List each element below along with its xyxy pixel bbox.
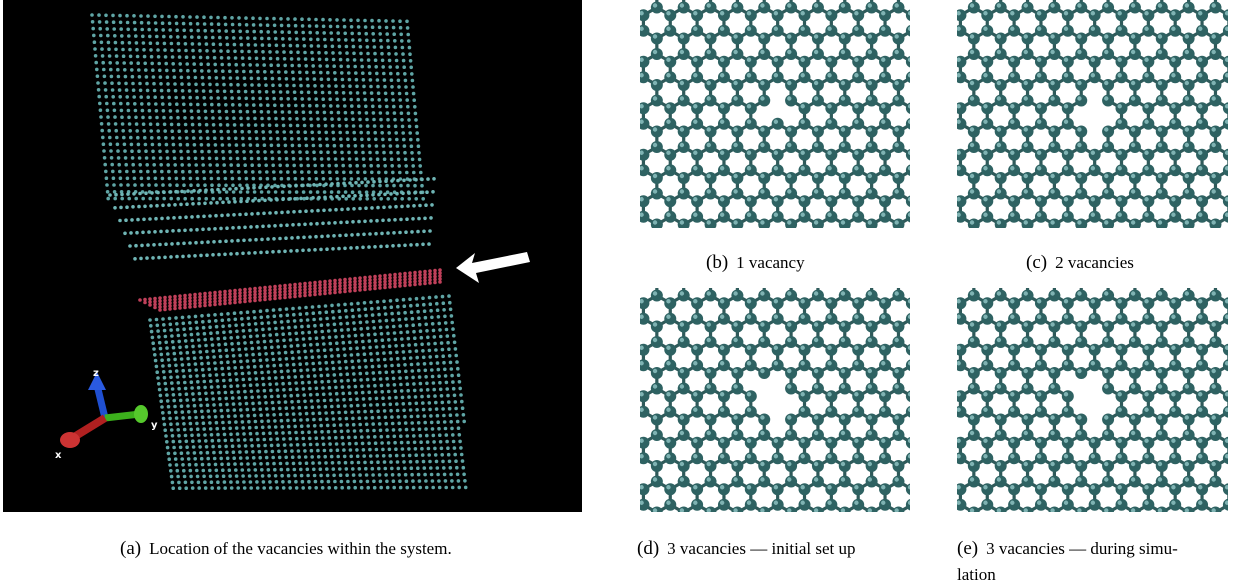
caption: (a) Location of the vacancies within the …: [120, 538, 452, 559]
caption-text: 3 vacancies — initial set up: [667, 539, 855, 558]
caption-text: lation: [957, 565, 996, 584]
lattice: [941, 266, 1244, 534]
axis-label: z: [93, 368, 99, 379]
caption-label: (a): [120, 538, 141, 559]
axis-label: y: [151, 420, 158, 431]
caption: (e) 3 vacancies — during simu- lation: [957, 538, 1178, 584]
caption: (c) 2 vacancies: [1026, 252, 1134, 273]
caption-label: (b): [706, 252, 728, 273]
lattice: [941, 0, 1244, 254]
caption-text: 1 vacancy: [736, 253, 805, 272]
caption-text: Location of the vacancies within the sys…: [149, 539, 452, 558]
caption-label: (c): [1026, 252, 1047, 273]
figure: z y x (a) Location of the vacancies withi…: [0, 0, 1244, 588]
caption-label: (d): [637, 538, 659, 559]
simulation-render: [3, 0, 582, 512]
caption-label: (e): [957, 538, 978, 559]
lattice: [624, 0, 931, 254]
caption: (d) 3 vacancies — initial set up: [637, 538, 856, 559]
caption-text: 3 vacancies — during simu-: [986, 539, 1178, 558]
caption: (b) 1 vacancy: [706, 252, 805, 273]
figure-canvas: z y x (a) Location of the vacancies withi…: [0, 0, 1244, 588]
lattice: [624, 266, 931, 534]
caption-text: 2 vacancies: [1055, 253, 1134, 272]
axis-label: x: [55, 450, 62, 461]
